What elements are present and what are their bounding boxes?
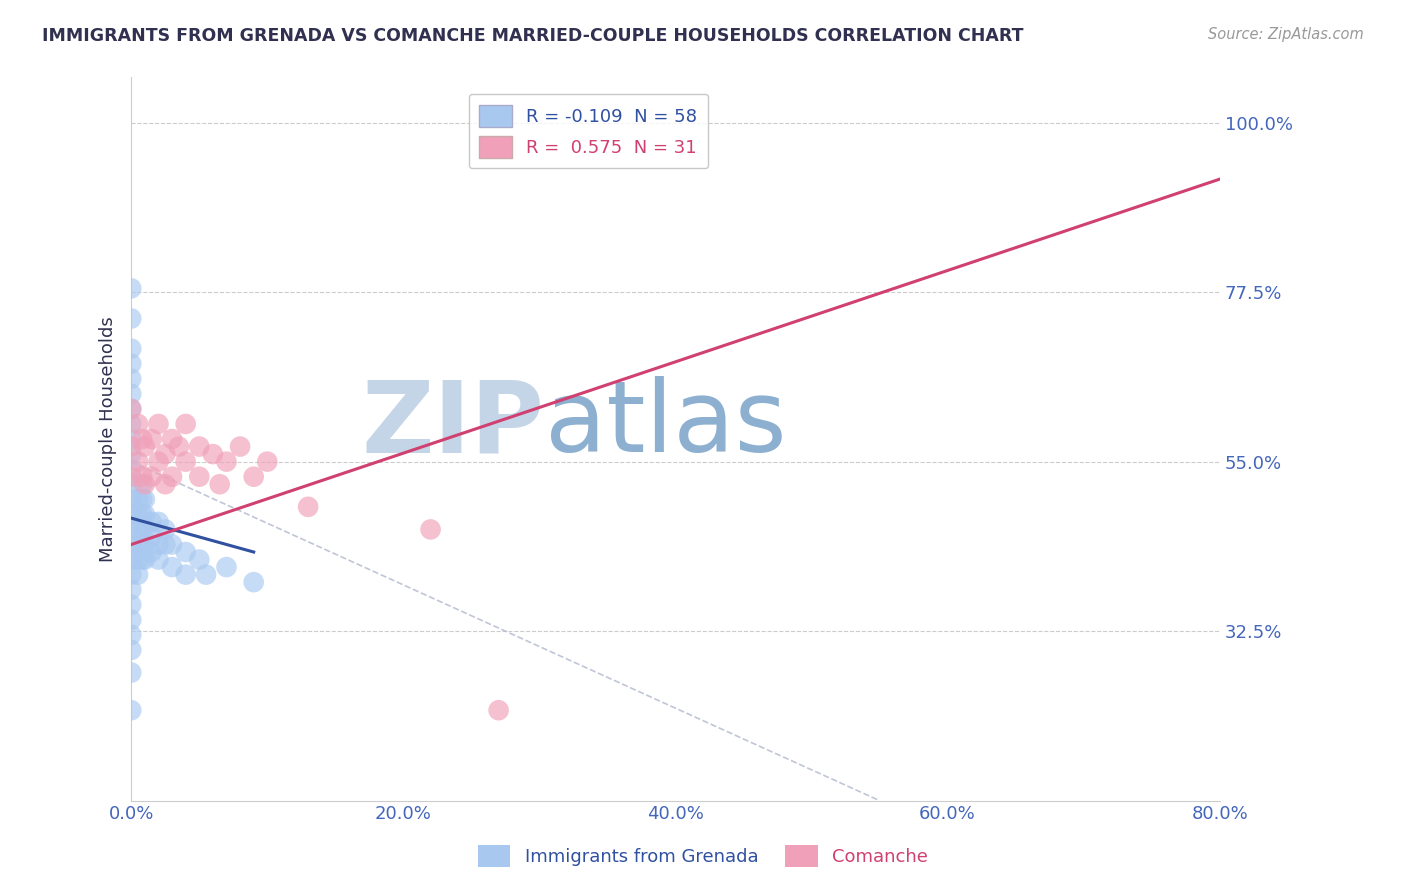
Point	[160, 560, 183, 574]
Point	[120, 703, 142, 717]
Point	[127, 508, 149, 522]
Point	[134, 440, 156, 454]
Point	[120, 401, 142, 416]
Text: atlas: atlas	[546, 376, 786, 473]
Point	[120, 665, 142, 680]
Point	[131, 552, 153, 566]
Text: IMMIGRANTS FROM GRENADA VS COMANCHE MARRIED-COUPLE HOUSEHOLDS CORRELATION CHART: IMMIGRANTS FROM GRENADA VS COMANCHE MARR…	[42, 27, 1024, 45]
Point	[120, 372, 142, 386]
Point	[148, 552, 170, 566]
Point	[120, 469, 142, 483]
Point	[120, 477, 142, 491]
Point	[134, 508, 156, 522]
Point	[120, 508, 142, 522]
Point	[242, 469, 264, 483]
Point	[127, 417, 149, 431]
Text: Source: ZipAtlas.com: Source: ZipAtlas.com	[1208, 27, 1364, 42]
Point	[141, 469, 163, 483]
Point	[131, 477, 153, 491]
Point	[155, 477, 177, 491]
Point	[120, 613, 142, 627]
Point	[131, 469, 153, 483]
Point	[215, 455, 238, 469]
Point	[120, 537, 142, 551]
Point	[148, 417, 170, 431]
Point	[195, 567, 218, 582]
Point	[174, 455, 197, 469]
Point	[215, 560, 238, 574]
Point	[120, 462, 142, 476]
Point	[160, 537, 183, 551]
Y-axis label: Married-couple Households: Married-couple Households	[100, 316, 117, 562]
Point	[120, 447, 142, 461]
Point	[134, 477, 156, 491]
Point	[120, 440, 142, 454]
Text: ZIP: ZIP	[361, 376, 546, 473]
Point	[155, 447, 177, 461]
Point	[134, 537, 156, 551]
Point	[131, 432, 153, 446]
Point	[297, 500, 319, 514]
Point	[174, 545, 197, 559]
Point	[201, 447, 224, 461]
Point	[127, 567, 149, 582]
Point	[120, 523, 142, 537]
Point	[120, 342, 142, 356]
Point	[141, 545, 163, 559]
Legend: Immigrants from Grenada, Comanche: Immigrants from Grenada, Comanche	[471, 838, 935, 874]
Point	[120, 281, 142, 295]
Point	[141, 530, 163, 544]
Point	[242, 575, 264, 590]
Point	[188, 469, 211, 483]
Point	[167, 440, 190, 454]
Point	[120, 492, 142, 507]
Point	[148, 515, 170, 529]
Point	[148, 537, 170, 551]
Point	[256, 455, 278, 469]
Point	[120, 401, 142, 416]
Point	[120, 582, 142, 597]
Point	[134, 523, 156, 537]
Point	[188, 552, 211, 566]
Point	[120, 598, 142, 612]
Point	[131, 508, 153, 522]
Point	[131, 537, 153, 551]
Point	[141, 432, 163, 446]
Point	[155, 537, 177, 551]
Point	[160, 469, 183, 483]
Point	[127, 455, 149, 469]
Point	[127, 552, 149, 566]
Point	[120, 567, 142, 582]
Point	[174, 417, 197, 431]
Point	[120, 387, 142, 401]
Point	[131, 492, 153, 507]
Point	[127, 492, 149, 507]
Point	[419, 523, 441, 537]
Legend: R = -0.109  N = 58, R =  0.575  N = 31: R = -0.109 N = 58, R = 0.575 N = 31	[468, 94, 709, 169]
Point	[120, 311, 142, 326]
Point	[120, 357, 142, 371]
Point	[127, 523, 149, 537]
Point	[174, 567, 197, 582]
Point	[134, 492, 156, 507]
Point	[120, 417, 142, 431]
Point	[160, 432, 183, 446]
Point	[120, 643, 142, 657]
Point	[120, 552, 142, 566]
Point	[127, 537, 149, 551]
Point	[229, 440, 252, 454]
Point	[488, 703, 510, 717]
Point	[155, 523, 177, 537]
Point	[134, 552, 156, 566]
Point	[148, 455, 170, 469]
Point	[131, 523, 153, 537]
Point	[120, 432, 142, 446]
Point	[188, 440, 211, 454]
Point	[141, 515, 163, 529]
Point	[120, 628, 142, 642]
Point	[208, 477, 231, 491]
